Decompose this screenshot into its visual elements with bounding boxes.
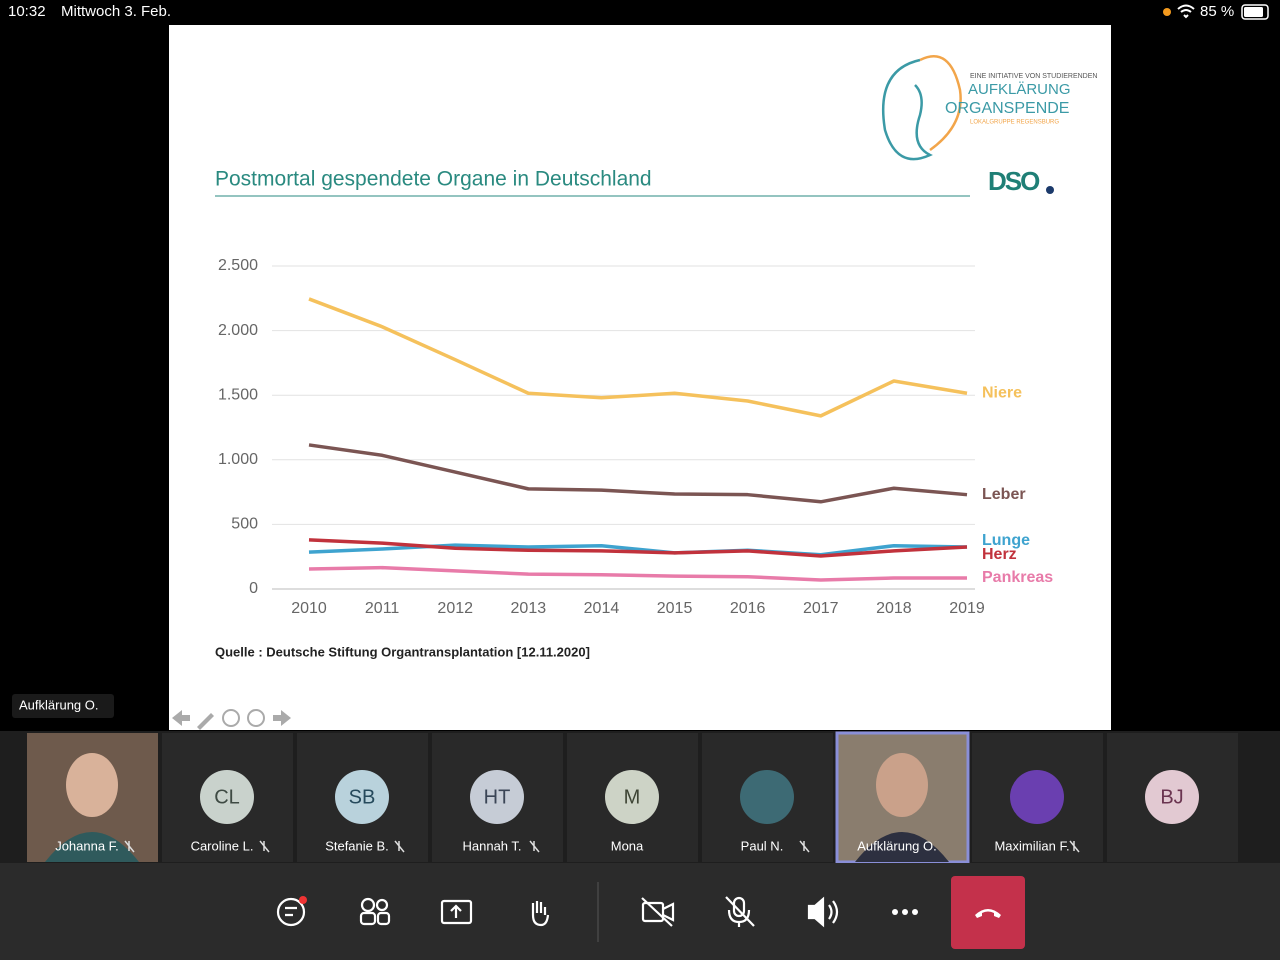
logo-shape <box>881 58 933 161</box>
x-tick-label: 2018 <box>876 600 912 617</box>
muted-icon <box>799 840 810 853</box>
avatar-initials: CL <box>214 786 240 808</box>
x-tick-label: 2017 <box>803 600 839 617</box>
participant-name: Caroline L. <box>191 838 254 853</box>
muted-icon <box>259 840 270 853</box>
avatar <box>1145 770 1199 824</box>
avatar-initials: HT <box>484 786 511 808</box>
logo-line2: ORGANSPENDE <box>945 100 1069 117</box>
participant-name: Stefanie B. <box>325 838 389 853</box>
y-tick-label: 2.500 <box>218 257 258 274</box>
participant-name: Mona <box>611 838 644 853</box>
indicator <box>1163 8 1171 16</box>
avatar-initials: SB <box>349 786 376 808</box>
logo: EINE INITIATIVE VON STUDIERENDEN AUFKLÄR… <box>881 55 1097 161</box>
muted-icon <box>1069 840 1080 853</box>
participants-button[interactable] <box>359 897 391 926</box>
y-tick-label: 500 <box>231 516 258 533</box>
status-date: Mittwoch 3. Feb. <box>61 3 171 20</box>
series-line <box>308 538 968 558</box>
x-tick-label: 2015 <box>657 600 693 617</box>
avatar-initials: BJ <box>1160 786 1183 808</box>
x-tick-label: 2013 <box>511 600 547 617</box>
participant-name: Aufklärung O. <box>857 838 937 853</box>
source: Quelle : Deutsche Stiftung Organtranspla… <box>215 644 590 659</box>
avatar <box>470 770 524 824</box>
participant-name: Paul N. <box>741 838 784 853</box>
avatar-image <box>1010 770 1064 824</box>
y-tick-label: 2.000 <box>218 322 258 339</box>
video-person <box>66 753 118 817</box>
logo-sub: LOKALGRUPPE REGENSBURG <box>970 120 1059 126</box>
series-line <box>308 565 967 582</box>
dso-dot <box>1046 186 1054 194</box>
series-label: Leber <box>982 486 1026 503</box>
avatar <box>605 770 659 824</box>
pen-button[interactable] <box>197 713 214 730</box>
y-tick-label: 1.000 <box>218 451 258 468</box>
x-tick-label: 2012 <box>437 600 473 617</box>
battery-level <box>1244 7 1263 17</box>
participant-name: Maximilian F. <box>994 838 1069 853</box>
x-tick-label: 2019 <box>949 600 985 617</box>
video-person <box>876 753 928 817</box>
muted-icon <box>529 840 540 853</box>
series-line <box>308 443 968 504</box>
slide <box>169 25 1111 730</box>
presenter-label: Aufklärung O. <box>19 697 99 712</box>
controls <box>276 882 918 942</box>
chart: 0 500 1.000 1.500 2.000 2.500 2010 2011 2012 2013… <box>218 257 1053 617</box>
video-body <box>855 832 949 862</box>
x-tick-label: 2010 <box>291 600 327 617</box>
logo-line1: AUFKLÄRUNG <box>968 81 1071 98</box>
avatar-image <box>740 770 794 824</box>
y-tick-label: 1.500 <box>218 386 258 403</box>
dso-logo: DSO <box>988 166 1040 196</box>
raise-hand-button[interactable] <box>531 901 550 927</box>
more-button[interactable] <box>247 709 265 727</box>
avatar-initials: M <box>624 786 641 808</box>
series-label: Pankreas <box>982 569 1053 586</box>
next-button[interactable] <box>273 710 291 726</box>
share-button[interactable] <box>440 899 473 925</box>
status-battery: 85 % <box>1200 3 1234 20</box>
series-label: Niere <box>982 384 1022 401</box>
logo-tagline: EINE INITIATIVE VON STUDIERENDEN <box>970 73 1097 80</box>
more-options-button[interactable] <box>892 909 918 915</box>
participant-name: Hannah T. <box>462 838 521 853</box>
status-time: 10:32 <box>8 3 46 20</box>
chat-button[interactable] <box>276 896 307 927</box>
avatar <box>335 770 389 824</box>
muted-icon <box>124 840 135 853</box>
participants: Johanna F. CL Caroline L. SB Stefanie B. HT Ha… <box>27 731 1238 864</box>
battery-icon <box>1241 4 1269 20</box>
avatar <box>200 770 254 824</box>
hang-up-icon <box>975 909 1001 918</box>
prev-button[interactable] <box>172 710 190 726</box>
participant-name: Johanna F. <box>55 838 119 853</box>
camera-button[interactable] <box>641 897 675 927</box>
presenter-tag <box>12 694 114 718</box>
series-label: Lunge <box>982 532 1030 549</box>
hang-up-button[interactable] <box>951 876 1025 949</box>
x-tick-label: 2011 <box>365 600 400 617</box>
x-tick-label: 2016 <box>730 600 766 617</box>
mic-button[interactable] <box>725 896 755 927</box>
series-label: Herz <box>982 546 1017 563</box>
speaker-button[interactable] <box>807 896 839 928</box>
chart-title: Postmortal gespendete Organe in Deutschl… <box>215 168 652 191</box>
wifi-icon <box>1177 4 1195 19</box>
control-bar <box>0 863 1280 960</box>
x-tick-label: 2014 <box>584 600 620 617</box>
slide-toolbar <box>172 709 291 730</box>
muted-icon <box>394 840 405 853</box>
series-line <box>308 297 968 418</box>
y-tick-label: 0 <box>249 580 258 597</box>
logo-shape <box>919 55 962 152</box>
video-body <box>45 832 139 862</box>
slides-button[interactable] <box>222 709 240 727</box>
